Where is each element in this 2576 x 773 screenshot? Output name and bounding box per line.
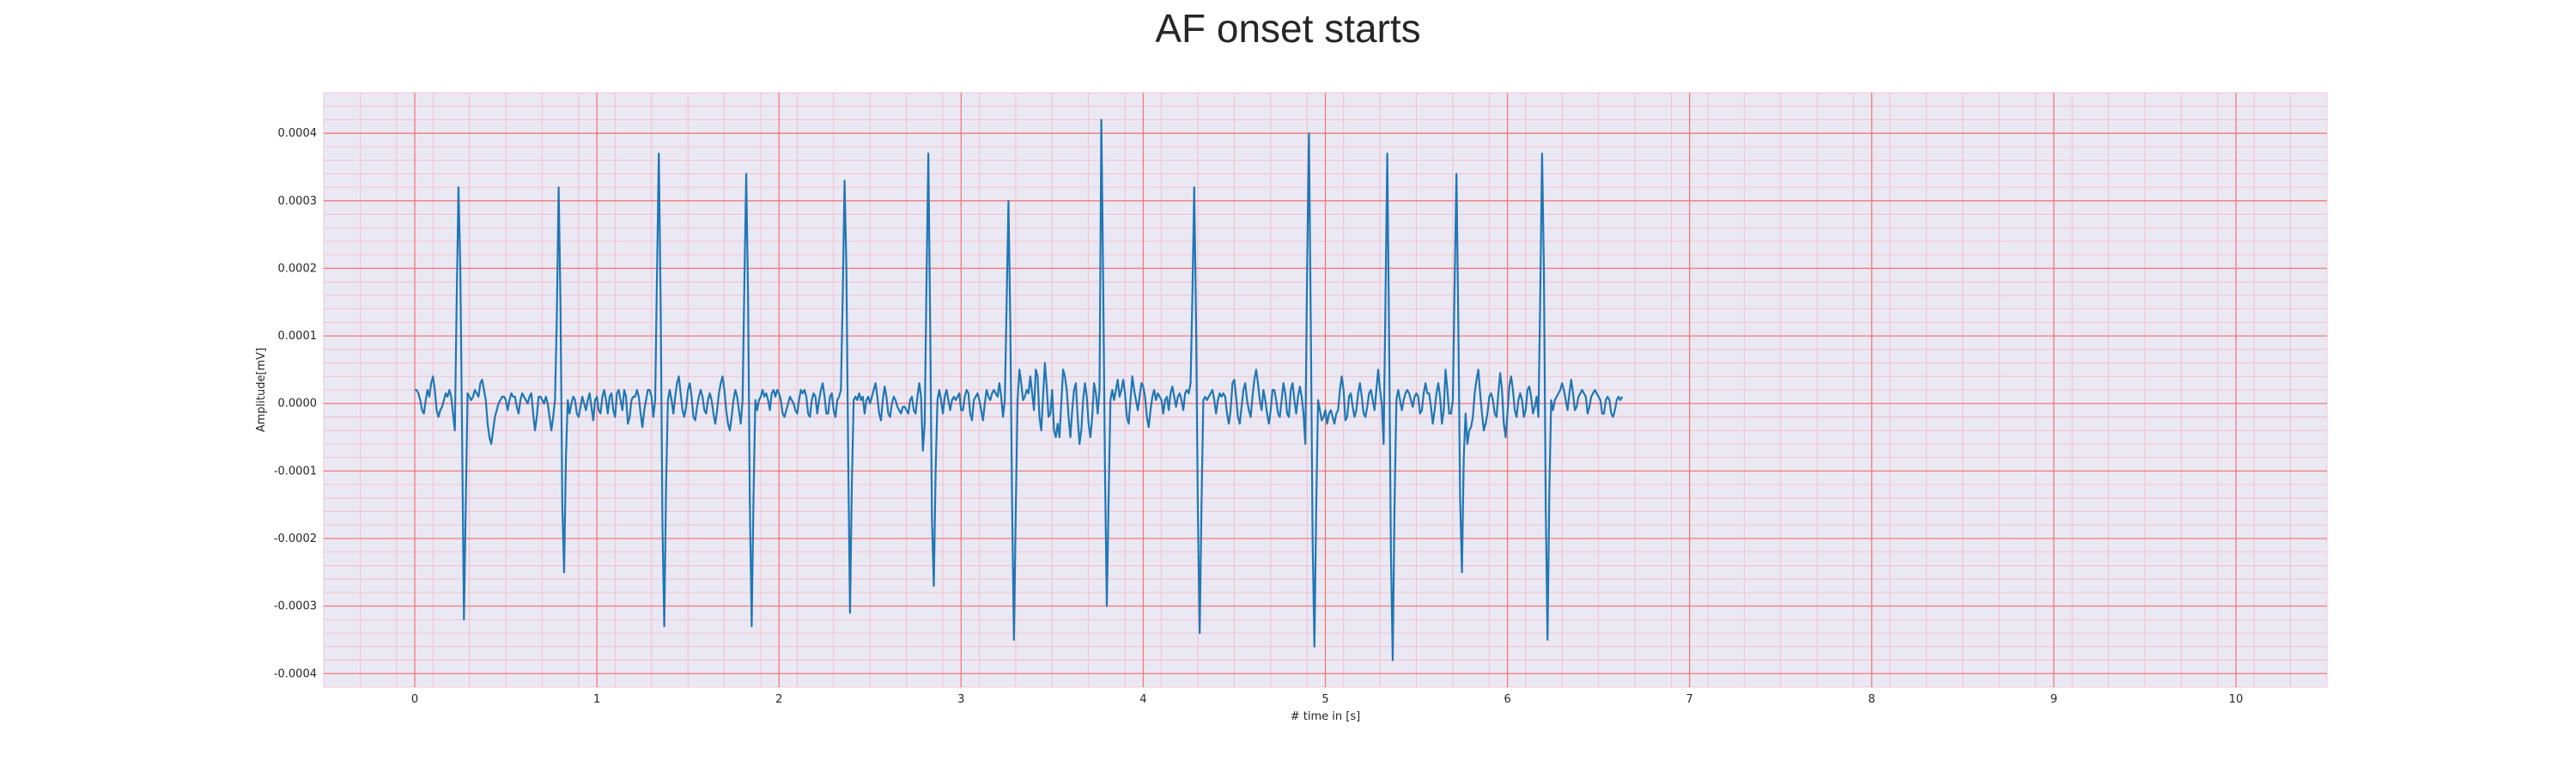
y-tick-label: -0.0002: [274, 533, 317, 545]
chart-title: AF onset starts: [1155, 6, 1421, 51]
x-tick-labels: 0 1 2 3 4 5 6 7 8 9 10: [411, 693, 2243, 706]
y-tick-label: -0.0004: [274, 667, 317, 680]
x-tick-label: 3: [957, 693, 964, 706]
y-tick-label: 0.0002: [278, 262, 318, 275]
y-tick-label: -0.0001: [274, 465, 317, 478]
x-tick-label: 9: [2050, 693, 2057, 706]
x-tick-label: 0: [411, 693, 418, 706]
x-tick-label: 1: [593, 693, 600, 706]
x-tick-label: 6: [1504, 693, 1510, 706]
x-tick-label: 2: [775, 693, 782, 706]
x-tick-label: 4: [1139, 693, 1146, 706]
y-tick-labels: -0.0004 -0.0003 -0.0002 -0.0001 0.0000 0.0001…: [274, 127, 317, 680]
y-tick-label: 0.0000: [278, 398, 318, 411]
x-axis-label: # time in [s]: [1291, 710, 1360, 723]
major-grid: [324, 93, 2327, 687]
y-tick-label: 0.0004: [278, 127, 318, 140]
x-tick-label: 5: [1321, 693, 1328, 706]
y-tick-label: 0.0003: [278, 195, 318, 208]
y-tick-label: 0.0001: [278, 330, 318, 343]
y-axis-label: Amplitude[mV]: [255, 348, 268, 432]
x-tick-label: 7: [1686, 693, 1693, 706]
x-tick-label: 8: [1868, 693, 1875, 706]
ecg-signal-line: [415, 119, 1624, 661]
y-tick-label: -0.0003: [274, 600, 317, 613]
x-tick-label: 10: [2229, 693, 2244, 706]
